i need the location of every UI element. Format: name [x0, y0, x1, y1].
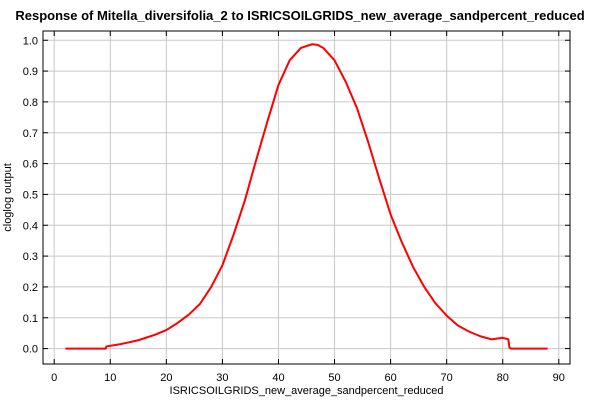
chart-title: Response of Mitella_diversifolia_2 to IS…	[15, 8, 584, 23]
x-tick-label: 40	[272, 372, 284, 384]
x-tick-label: 20	[160, 372, 172, 384]
y-tick-label: 0.0	[23, 344, 38, 356]
series-layer	[65, 43, 548, 350]
y-tick-label: 0.3	[23, 251, 38, 263]
y-tick-label: 0.5	[23, 189, 38, 201]
y-tick-label: 0.8	[23, 97, 38, 109]
plot-frame	[42, 30, 571, 365]
x-tick-label: 90	[553, 372, 565, 384]
series-line	[65, 43, 548, 350]
x-tick-label: 70	[441, 372, 453, 384]
x-tick-label: 30	[216, 372, 228, 384]
y-tick-label: 0.4	[23, 220, 38, 232]
y-tick-label: 0.6	[23, 159, 38, 171]
y-axis-label: cloglog output	[2, 163, 14, 232]
y-tick-label: 1.0	[23, 35, 38, 47]
x-tick-label: 80	[497, 372, 509, 384]
y-tick-label: 0.9	[23, 66, 38, 78]
grid	[43, 31, 570, 364]
ticks: 0 10 20 30 40 50 60 70 80 90 0.0 0.1 0.2 0.3 0.4 0.5 0.6…	[23, 31, 570, 384]
y-tick-label: 0.7	[23, 128, 38, 140]
x-axis-label: ISRICSOILGRIDS_new_average_sandpercent_r…	[170, 385, 444, 397]
x-tick-label: 0	[51, 372, 57, 384]
x-tick-label: 10	[104, 372, 116, 384]
y-tick-label: 0.1	[23, 313, 38, 325]
y-tick-label: 0.2	[23, 282, 38, 294]
x-tick-label: 60	[384, 372, 396, 384]
x-tick-label: 50	[328, 372, 340, 384]
